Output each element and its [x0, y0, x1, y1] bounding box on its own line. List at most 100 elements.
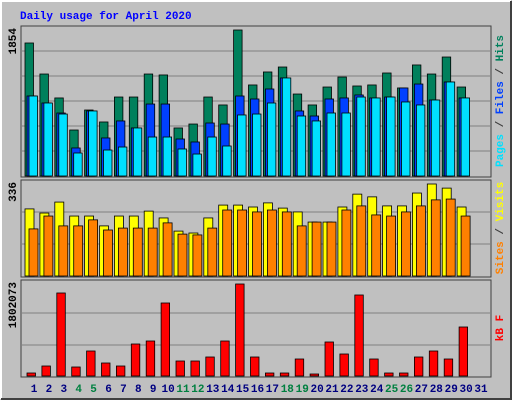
legend-entry: Visits [495, 182, 507, 222]
bar [73, 225, 84, 277]
x-tick-label: 11 [176, 384, 190, 396]
bar [266, 209, 277, 277]
legend-entry: Sites [495, 241, 507, 274]
x-tick-label: 16 [251, 384, 264, 396]
bar [384, 372, 394, 377]
bar [130, 343, 141, 377]
bar [118, 146, 128, 177]
x-tick-label: 14 [221, 384, 235, 396]
bar [58, 113, 68, 177]
bar [311, 221, 322, 277]
bar [279, 372, 290, 377]
bar [26, 372, 36, 377]
x-tick-label: 26 [400, 384, 413, 396]
x-tick-label: 28 [430, 384, 444, 396]
bar [56, 292, 66, 377]
bar [458, 326, 469, 377]
bar [264, 372, 275, 377]
bar [86, 350, 96, 377]
bar [460, 97, 471, 177]
bar [207, 136, 217, 177]
bar [118, 227, 128, 277]
bar [296, 225, 307, 277]
x-tick-label: 10 [161, 384, 174, 396]
x-tick-label: 3 [60, 384, 67, 396]
x-tick-label: 4 [75, 384, 82, 396]
bar [73, 152, 83, 177]
legend-separator: / [495, 114, 507, 134]
bar [445, 198, 456, 277]
bar [192, 234, 203, 277]
x-tick-label: 2 [46, 384, 53, 396]
bar [386, 215, 397, 277]
bar [192, 153, 202, 177]
x-tick-label: 30 [459, 384, 472, 396]
bar [237, 114, 247, 177]
x-tick-label: 29 [445, 384, 458, 396]
bar [356, 96, 366, 177]
bar [430, 99, 441, 177]
x-tick-label: 23 [355, 384, 369, 396]
bar [162, 136, 173, 177]
bar [311, 120, 322, 177]
bar [103, 149, 113, 177]
bar [281, 77, 292, 177]
bar [326, 112, 336, 177]
bar [341, 209, 352, 277]
x-tick-label: 21 [325, 384, 339, 396]
y-tick-label: 1802073 [8, 282, 20, 329]
bar [41, 365, 51, 377]
bar [222, 145, 232, 177]
legend: Sites / Visits [495, 182, 507, 274]
legend: kB F [495, 315, 507, 341]
bar [88, 110, 98, 177]
x-tick-label: 5 [90, 384, 97, 396]
y-tick-label: 1854 [8, 28, 20, 55]
bar [339, 353, 349, 377]
legend-entry: Pages [495, 134, 507, 167]
x-tick-label: 9 [150, 384, 157, 396]
bar [443, 358, 454, 377]
x-tick-label: 20 [310, 384, 323, 396]
bar [147, 227, 158, 277]
bar [250, 356, 260, 377]
bar [205, 356, 215, 377]
bar [116, 365, 126, 377]
bar [415, 205, 426, 277]
bar [413, 356, 424, 377]
bar [341, 112, 351, 177]
x-tick-label: 13 [206, 384, 220, 396]
bar [252, 211, 262, 277]
bar [296, 115, 307, 177]
bar [177, 233, 188, 277]
bar [445, 81, 456, 177]
x-tick-label: 24 [370, 384, 384, 396]
x-tick-label: 1 [31, 384, 38, 396]
bar [237, 209, 248, 277]
x-tick-label: 7 [120, 384, 127, 396]
bar [266, 102, 277, 177]
bar [132, 227, 143, 277]
bar [415, 104, 426, 177]
x-tick-label: 8 [135, 384, 142, 396]
bar [28, 95, 38, 177]
legend: Pages / Files / Hits [495, 35, 507, 167]
bar [354, 294, 364, 377]
x-tick-label: 17 [266, 384, 279, 396]
legend-entry: Files [495, 81, 507, 114]
bar [190, 360, 200, 377]
bar [207, 227, 218, 277]
x-tick-label: 25 [385, 384, 399, 396]
bar [162, 222, 173, 277]
bar [281, 211, 292, 277]
x-tick-label: 19 [296, 384, 309, 396]
bar [220, 340, 230, 377]
bar [460, 215, 471, 277]
chart-title: Daily usage for April 2020 [20, 11, 192, 23]
legend-separator: / [495, 61, 507, 81]
bar [401, 101, 411, 177]
legend-separator: / [495, 221, 507, 241]
bar [252, 113, 262, 177]
